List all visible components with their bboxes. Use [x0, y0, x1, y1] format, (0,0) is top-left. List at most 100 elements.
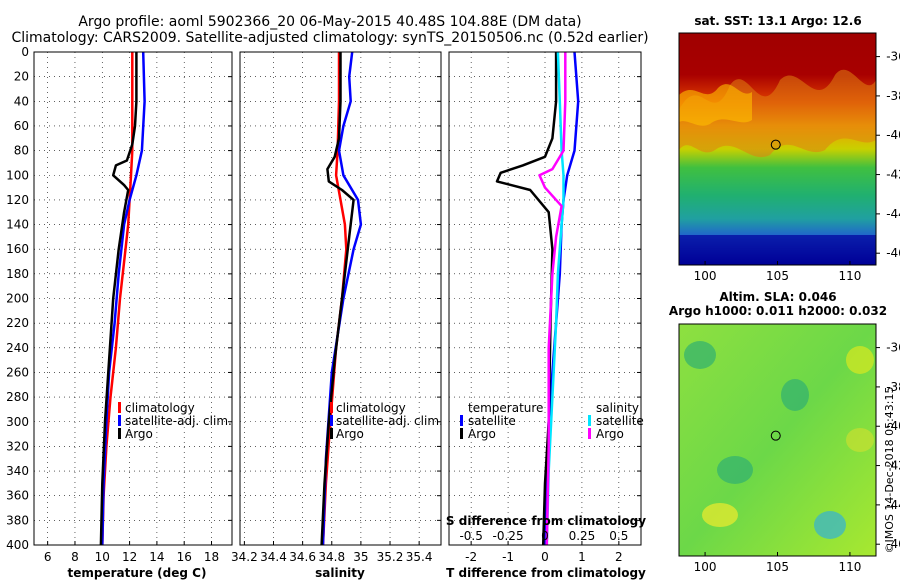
sla-high-eddy: [702, 503, 738, 527]
legend-label-climatology: climatology: [336, 401, 406, 415]
legend-label-climatology: climatology: [125, 401, 195, 415]
x-tick-label: 6: [44, 550, 52, 564]
x-tick-label: 34.2: [231, 550, 258, 564]
legend-label-satellite: satellite-adj. clim.: [125, 414, 232, 428]
legend-swatch-climatology: [330, 402, 333, 413]
lat-tick-label: -42: [886, 168, 900, 182]
imos-watermark: ©IMOS 14-Dec-2018 05:43:15: [883, 387, 896, 554]
legend-label-argo: Argo: [125, 427, 153, 441]
lat-tick-label: -38: [886, 89, 900, 103]
lon-tick-label: 100: [694, 269, 717, 283]
sst-map: sat. SST: 13.1 Argo: 12.6 -36 -38 -40 -42 -4…: [678, 14, 900, 283]
lon-tick-label: 110: [838, 560, 861, 574]
difference-xlabel: T difference from climatology: [446, 566, 646, 580]
depth-tick-label: 160: [6, 242, 29, 256]
series-line-argo: [99, 52, 138, 546]
lon-tick-label: 105: [766, 560, 789, 574]
legend-swatch-argo: [118, 428, 121, 439]
depth-tick-label: 400: [6, 538, 29, 552]
depth-tick-label: 220: [6, 316, 29, 330]
legend-label-s-argo: Argo: [596, 427, 624, 441]
depth-tick-label: 80: [14, 144, 29, 158]
x-tick-label: 2: [615, 550, 623, 564]
legend-title-temperature: temperature: [468, 401, 543, 415]
x-tick-label: 35.2: [377, 550, 404, 564]
depth-tick-label: 340: [6, 464, 29, 478]
depth-tick-label: 180: [6, 267, 29, 281]
lon-tick-label: 100: [694, 560, 717, 574]
depth-tick-label: 100: [6, 168, 29, 182]
lat-tick-label: -40: [886, 128, 900, 142]
temperature-series: [99, 51, 146, 546]
depth-tick-label: 120: [6, 193, 29, 207]
sst-cold-band: [679, 235, 876, 265]
depth-tick-label: 140: [6, 218, 29, 232]
x-tick-label: 35: [353, 550, 368, 564]
legend-swatch-satellite: [118, 415, 121, 426]
sla-low-eddy: [717, 456, 753, 484]
salinity-panel: 34.2 34.4 34.6 34.8 35 35.2 35.4 salinity clim…: [231, 51, 443, 580]
depth-tick-label: 40: [14, 94, 29, 108]
lon-tick-label: 110: [838, 269, 861, 283]
sst-map-frame: [678, 32, 877, 266]
lat-tick-label: -36: [886, 50, 900, 64]
depth-tick-label: 60: [14, 119, 29, 133]
lat-tick-label: -38: [886, 380, 900, 394]
temperature-frame: [33, 51, 233, 546]
temperature-legend: climatology satellite-adj. clim. Argo: [118, 401, 232, 441]
depth-tick-label: 260: [6, 365, 29, 379]
x-tick-label: -1: [502, 550, 514, 564]
x-tick-label: 12: [122, 550, 137, 564]
difference-xlabel-top: S difference from climatology: [446, 514, 646, 528]
x-tick-label: 34.4: [260, 550, 287, 564]
s-tick-label: 0: [541, 529, 549, 543]
lat-tick-label: -46: [886, 246, 900, 260]
legend-swatch-satellite: [330, 415, 333, 426]
difference-panel: -2 -1 0 1 2 -0.5 -0.25 0 0.25 0.5 T difference f…: [446, 51, 646, 580]
difference-xtick-labels: -2 -1 0 1 2: [465, 550, 622, 564]
legend-label-argo: Argo: [336, 427, 364, 441]
lat-tick-label: -40: [886, 419, 900, 433]
depth-tick-label: 300: [6, 415, 29, 429]
sla-eddies: [684, 341, 874, 539]
legend-swatch-t-satellite: [460, 415, 463, 426]
salinity-series: [320, 51, 363, 546]
salinity-xlabel: salinity: [315, 566, 365, 580]
sla-low-eddy: [814, 511, 846, 539]
sla-map: Altim. SLA: 0.046 Argo h1000: 0.011 h200…: [669, 290, 900, 574]
lat-tick-label: -44: [886, 498, 900, 512]
legend-label-t-satellite: satellite: [468, 414, 516, 428]
lat-tick-label: -44: [886, 207, 900, 221]
figure-title-line1: Argo profile: aoml 5902366_20 06-May-201…: [78, 14, 581, 30]
legend-swatch-t-argo: [460, 428, 463, 439]
series-line-argo: [320, 52, 355, 546]
series-line-satellite-adj-clim-: [101, 51, 146, 546]
salinity-xtick-labels: 34.2 34.4 34.6 34.8 35 35.2 35.4: [231, 550, 433, 564]
legend-swatch-s-argo: [588, 428, 591, 439]
s-tick-label: 0.5: [609, 529, 628, 543]
salinity-legend: climatology satellite-adj. clim. Argo: [330, 401, 443, 441]
s-tick-label: -0.25: [493, 529, 524, 543]
depth-tick-label: 20: [14, 70, 29, 84]
temperature-xlabel: temperature (deg C): [68, 566, 207, 580]
depth-tick-label: 380: [6, 513, 29, 527]
depth-tick-label: 280: [6, 390, 29, 404]
series-line-s-argo: [538, 52, 567, 546]
sla-map-frame: [678, 323, 877, 557]
depth-tick-label: 360: [6, 489, 29, 503]
sla-map-title-line1: Altim. SLA: 0.046: [719, 290, 836, 304]
series-line-s-satellite: [545, 51, 565, 546]
legend-label-satellite: satellite-adj. clim.: [336, 414, 443, 428]
difference-frame: [448, 51, 642, 546]
sla-map-title-line2: Argo h1000: 0.011 h2000: 0.032: [669, 304, 887, 318]
sst-float-marker: [770, 139, 781, 150]
lat-tick-label: -46: [886, 537, 900, 551]
temperature-grid: [34, 51, 232, 546]
x-tick-label: 16: [177, 550, 192, 564]
figure-title-line2: Climatology: CARS2009. Satellite-adjuste…: [11, 30, 648, 46]
sla-high-eddy: [846, 346, 874, 374]
sla-low-eddy: [684, 341, 716, 369]
sst-map-title: sat. SST: 13.1 Argo: 12.6: [694, 14, 861, 28]
sla-map-axes: -36 -38 -40 -42 -44 -46 100 105 110: [694, 341, 900, 574]
